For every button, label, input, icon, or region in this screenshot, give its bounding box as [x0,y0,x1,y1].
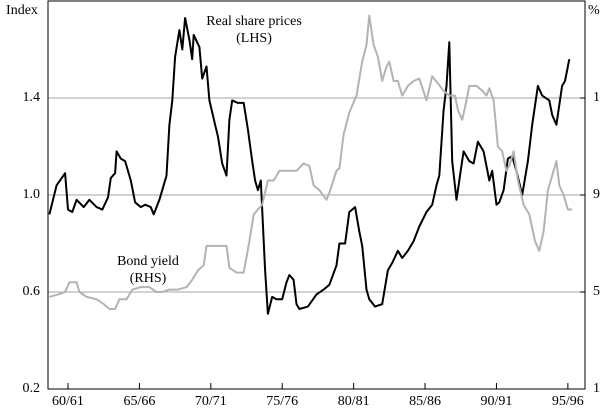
y2-tick-label: 13 [593,90,600,105]
annotation: (LHS) [236,31,272,46]
x-tick-label: 90/91 [481,394,513,409]
annotation: Bond yield [117,254,179,269]
annotation: Real share prices [206,14,302,29]
y2-tick-label: 9 [593,187,600,202]
x-tick-label: 65/66 [123,394,155,409]
series-line [49,14,573,310]
y-tick-label: 0.6 [23,284,41,299]
y-tick-label: 1.0 [23,187,41,202]
series-line [48,17,571,315]
annotation: (RHS) [130,271,167,286]
x-tick-label: 60/61 [52,394,84,409]
y-tick-label: 1.4 [23,90,41,105]
x-tick-label: 95/96 [552,394,584,409]
x-tick-label: 70/71 [195,394,227,409]
x-tick-label: 80/81 [338,394,370,409]
plot-frame [47,0,586,390]
y-tick-label: 0.2 [23,381,41,396]
x-tick-label: 75/76 [266,394,298,409]
y-axis-label: Index [6,3,38,18]
y2-tick-label: 5 [593,284,600,299]
x-tick-label: 85/86 [409,394,441,409]
y2-tick-label: 1 [593,381,600,396]
y2-axis-label: % [588,3,600,18]
